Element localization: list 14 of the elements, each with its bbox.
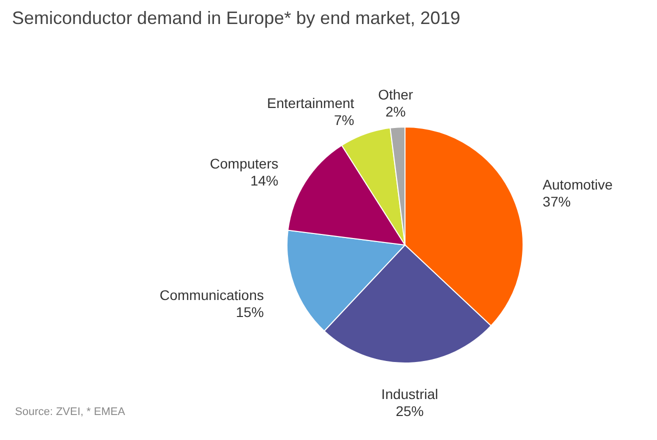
slice-label: Automotive [542,176,613,192]
slice-label: Entertainment [267,94,354,111]
slice-label: Other [378,86,414,102]
slice-label: Communications [160,286,264,303]
data-label: 37% [542,193,571,210]
chart-title: Semiconductor demand in Europe* by end market, 2019 [12,8,460,28]
data-label: 25% [396,402,424,419]
data-label: 7% [334,112,354,128]
slice-label: Computers [210,156,278,172]
data-label: 14% [250,172,278,189]
data-label: 15% [236,304,264,320]
data-label: 2% [385,103,406,120]
slice-label: Industrial [381,386,438,402]
source-note: Source: ZVEI, * EMEA [15,406,126,418]
